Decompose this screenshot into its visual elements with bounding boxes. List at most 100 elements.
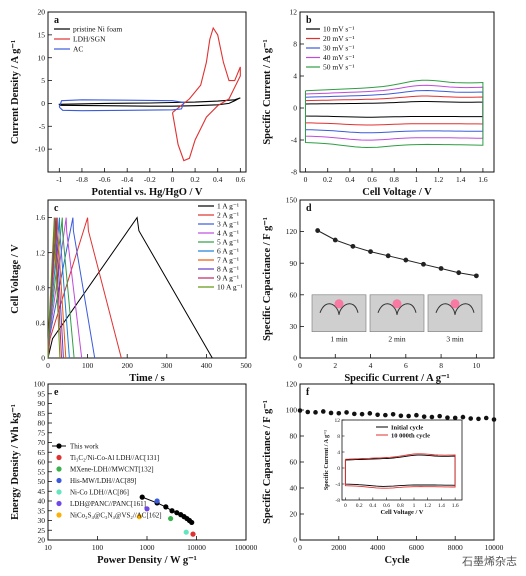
x-tick-label: 0 xyxy=(171,175,175,184)
panel-f: 0 2000 4000 6000 8000 10000020406080100120fCy… xyxy=(262,380,504,566)
legend-marker xyxy=(56,454,62,461)
inset-x-tick-label: 1 xyxy=(413,503,416,509)
panel-label: e xyxy=(54,387,59,398)
x-tick-label: -0.4 xyxy=(121,175,133,184)
y-tick-label: 20 xyxy=(38,8,46,17)
data-point xyxy=(468,416,474,421)
y-tick-label: 150 xyxy=(286,196,298,205)
data-point xyxy=(190,531,196,537)
panel-label: f xyxy=(306,387,310,398)
series-line xyxy=(58,97,241,107)
y-tick-label: 120 xyxy=(286,227,298,236)
wire-icon xyxy=(435,303,475,315)
inset-legend-label: Initial cycle xyxy=(391,424,423,431)
inset-x-tick-label: 0.4 xyxy=(369,503,376,509)
y-tick-label: 90 xyxy=(38,399,46,408)
legend-label: 10 A g⁻¹ xyxy=(217,283,243,292)
y-tick-label: 0.8 xyxy=(36,283,46,292)
legend-label: 8 A g⁻¹ xyxy=(217,265,239,274)
inset-photo-label: 1 min xyxy=(330,335,348,344)
y-tick-label: 8 xyxy=(293,40,297,49)
legend-label: 5 A g⁻¹ xyxy=(217,238,239,247)
y-tick-label: 80 xyxy=(290,432,298,441)
x-tick-label: 400 xyxy=(201,361,213,370)
panel-a: -1 -0.8 -0.6 -0.4 -0.2 0 0.2 0.4 0.6 -10 -5 0 5 10 15 2… xyxy=(10,8,247,198)
x-tick-label: 0.4 xyxy=(345,175,355,184)
watermark-text: 石墨烯杂志 xyxy=(459,552,520,570)
x-tick-label: 6000 xyxy=(409,543,424,552)
y-tick-label: 20 xyxy=(290,510,298,519)
inset-x-tick-label: 0.8 xyxy=(397,503,404,509)
legend-label: 2 A g⁻¹ xyxy=(217,211,239,220)
data-point xyxy=(375,412,380,418)
legend-label: 3 A g⁻¹ xyxy=(217,220,239,229)
data-point xyxy=(491,417,497,422)
inset-series-line xyxy=(344,453,456,489)
y-tick-label: -5 xyxy=(39,122,45,131)
data-point xyxy=(403,257,409,263)
x-axis-label: Specific Current / A g⁻¹ xyxy=(344,373,449,384)
panel-label: d xyxy=(306,203,312,214)
x-tick-label: 10 xyxy=(44,543,52,552)
data-point xyxy=(421,414,427,419)
legend-label: MXene-LDH//MWCNT[132] xyxy=(70,466,154,474)
x-tick-label: 6 xyxy=(404,361,408,370)
panel-c: 0 100 200 300 400 500 0 0.4 0.8 1.2 1.6 c Time / s Ce… xyxy=(10,199,252,384)
data-point xyxy=(336,410,342,416)
series-line xyxy=(47,216,213,359)
y-tick-label: 50 xyxy=(38,477,46,486)
data-point xyxy=(174,510,180,516)
y-tick-label: 55 xyxy=(38,467,46,476)
y-tick-label: 1.2 xyxy=(36,248,46,257)
legend-label: 20 mV s⁻¹ xyxy=(323,34,355,43)
led-icon xyxy=(392,299,402,309)
x-tick-label: 0.4 xyxy=(213,175,223,184)
data-point xyxy=(414,412,419,418)
legend-label: 40 mV s⁻¹ xyxy=(323,53,355,62)
legend-marker xyxy=(56,512,62,518)
legend-marker xyxy=(56,500,62,507)
x-tick-label: 1.4 xyxy=(456,175,466,184)
x-tick-label: 4000 xyxy=(370,543,385,552)
data-point xyxy=(139,494,145,500)
y-tick-label: 120 xyxy=(286,380,298,389)
inset-x-tick-label: 1.2 xyxy=(424,503,431,509)
data-point xyxy=(305,409,311,415)
y-tick-label: 15 xyxy=(38,30,46,39)
data-point xyxy=(383,412,388,418)
x-tick-label: 0.6 xyxy=(236,175,246,184)
x-tick-label: -0.2 xyxy=(144,175,156,184)
x-tick-label: 2000 xyxy=(331,543,346,552)
x-tick-label: 200 xyxy=(122,361,134,370)
x-tick-label: 1.2 xyxy=(434,175,444,184)
legend-label: 50 mV s⁻¹ xyxy=(323,63,355,72)
legend-label: NiCo₂S₄@C₃N₄@VS₂//AC[162] xyxy=(70,512,162,520)
panel-label: b xyxy=(306,15,312,26)
x-tick-label: 10000 xyxy=(485,543,504,552)
y-tick-label: 10 xyxy=(38,53,46,62)
data-point xyxy=(421,261,426,267)
inset-x-tick-label: 0.2 xyxy=(356,503,363,509)
y-tick-label: 45 xyxy=(38,487,46,496)
data-point xyxy=(328,410,334,416)
x-tick-label: 0.8 xyxy=(390,175,400,184)
legend-label: pristine Ni foam xyxy=(73,25,122,34)
x-tick-label: 10000 xyxy=(187,543,206,552)
y-tick-label: 1.6 xyxy=(36,213,46,222)
y-tick-label: 4 xyxy=(293,72,297,81)
data-point xyxy=(163,504,169,510)
panel-label: c xyxy=(54,203,59,214)
y-tick-label: 90 xyxy=(290,259,298,268)
legend-label: This work xyxy=(70,443,99,451)
inset-legend-label: 10 000th cycle xyxy=(391,432,430,439)
y-tick-label: 0 xyxy=(293,104,297,113)
legend-label: 1 A g⁻¹ xyxy=(217,202,239,211)
data-point xyxy=(169,508,175,514)
series-line xyxy=(305,79,484,149)
legend-label: AC xyxy=(73,45,83,54)
inset-y-tick-label: -8 xyxy=(335,498,340,504)
legend-marker xyxy=(56,489,62,495)
y-tick-label: 0 xyxy=(41,354,45,363)
inset-photo-label: 2 min xyxy=(388,335,406,344)
